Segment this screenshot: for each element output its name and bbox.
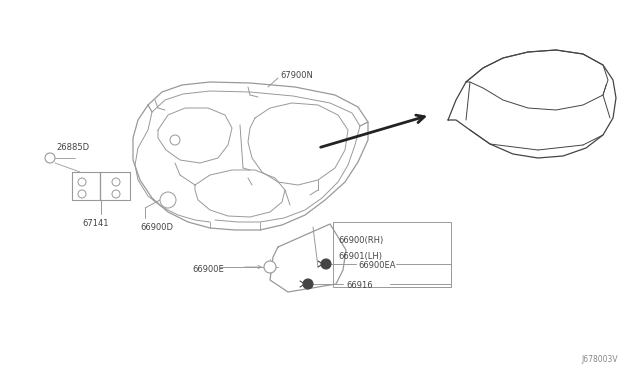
- Text: 66900EA: 66900EA: [358, 262, 396, 270]
- Text: 26885D: 26885D: [56, 144, 89, 153]
- Text: 66900E: 66900E: [192, 264, 224, 273]
- Text: 67900N: 67900N: [280, 71, 313, 80]
- Circle shape: [112, 178, 120, 186]
- Circle shape: [78, 178, 86, 186]
- Text: 66900(RH): 66900(RH): [338, 235, 383, 244]
- Circle shape: [170, 135, 180, 145]
- Bar: [333, 222, 451, 287]
- Text: 66900D: 66900D: [140, 224, 173, 232]
- Text: 66901(LH): 66901(LH): [338, 253, 382, 262]
- Circle shape: [264, 261, 276, 273]
- Circle shape: [303, 279, 313, 289]
- Circle shape: [321, 259, 331, 269]
- Circle shape: [163, 195, 173, 205]
- Circle shape: [78, 190, 86, 198]
- Text: 67141: 67141: [82, 219, 109, 228]
- Circle shape: [160, 192, 176, 208]
- Circle shape: [112, 190, 120, 198]
- Circle shape: [45, 153, 55, 163]
- Text: J678003V: J678003V: [581, 356, 618, 365]
- Text: 66916: 66916: [346, 282, 372, 291]
